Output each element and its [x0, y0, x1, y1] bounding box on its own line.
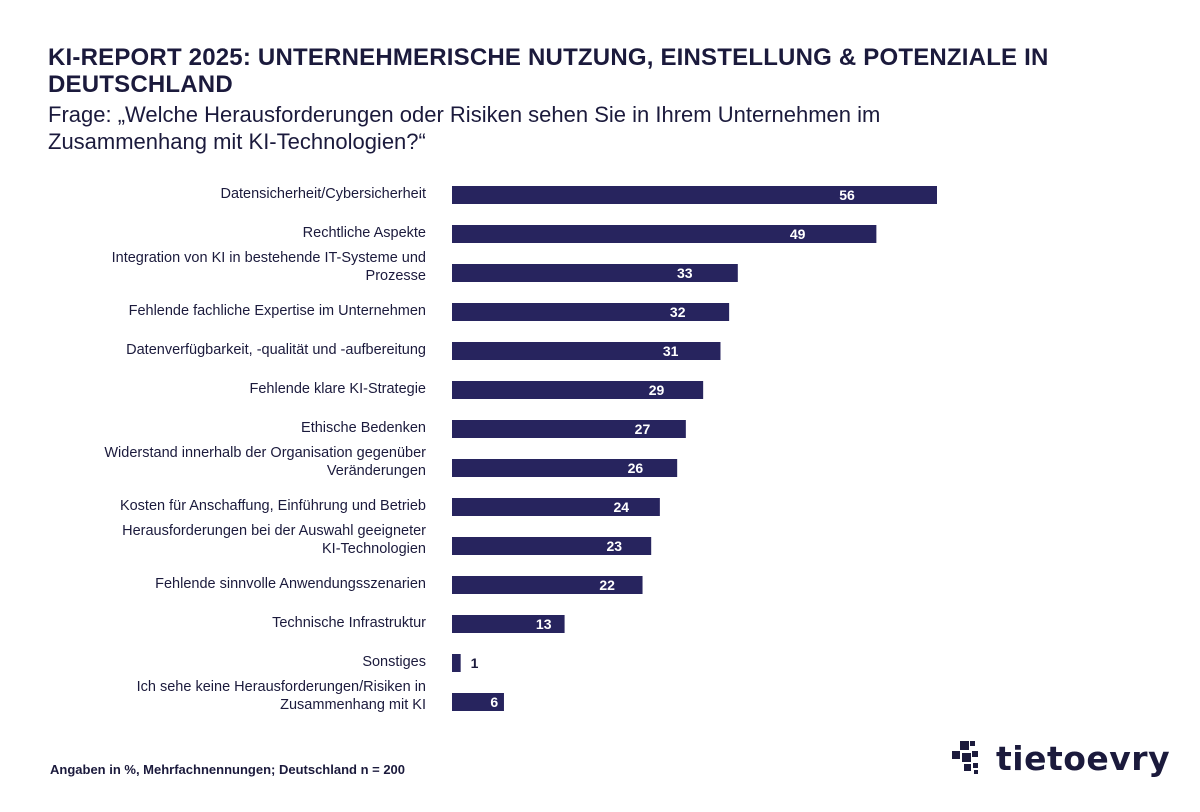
bar [452, 186, 937, 204]
category-label: Ethische Bedenken [301, 420, 426, 436]
value-label: 13 [536, 616, 552, 632]
bar [452, 459, 678, 477]
category-label: Kosten für Anschaffung, Einführung und B… [120, 498, 426, 514]
chart-subtitle: Frage: „Welche Herausforderungen oder Ri… [48, 102, 881, 154]
category-label: Integration von KI in bestehende IT-Syst… [112, 250, 426, 284]
category-label: Fehlende sinnvolle Anwendungsszenarien [155, 576, 426, 592]
value-label: 32 [670, 304, 686, 320]
footnote: Angaben in %, Mehrfachnennungen; Deutsch… [50, 762, 406, 777]
bar-chart: Datensicherheit/Cybersicherheit 56 Rechtli… [104, 186, 937, 713]
value-label: 26 [628, 460, 644, 476]
brand-logo: tietoevry [950, 738, 1170, 778]
category-label: Fehlende fachliche Expertise im Unterneh… [129, 303, 426, 319]
bar [452, 537, 652, 555]
value-label: 33 [677, 265, 693, 281]
value-label: 49 [790, 226, 806, 242]
chart-title: KI-REPORT 2025: UNTERNEHMERISCHE NUTZUNG… [48, 44, 1049, 98]
bar [452, 498, 660, 516]
bar [452, 615, 565, 633]
value-label: 1 [471, 655, 479, 671]
tietoevry-pixel-logo-icon [952, 741, 978, 774]
category-label: Datensicherheit/Cybersicherheit [220, 186, 426, 202]
bar [452, 576, 643, 594]
bar [452, 654, 461, 672]
logo-wordmark: tietoevry [996, 738, 1171, 778]
bar [452, 264, 738, 282]
value-label: 56 [839, 187, 855, 203]
bar [452, 693, 504, 711]
category-label: Sonstiges [362, 654, 426, 670]
bar [452, 303, 730, 321]
value-label: 24 [613, 499, 629, 515]
bar [452, 420, 686, 438]
value-label: 23 [606, 538, 622, 554]
value-label: 6 [490, 694, 498, 710]
category-label: Herausforderungen bei der Auswahl geeign… [122, 523, 426, 557]
category-label: Datenverfügbarkeit, -qualität und -aufbe… [126, 342, 426, 358]
category-label: Fehlende klare KI-Strategie [249, 381, 426, 397]
category-label: Ich sehe keine Herausforderungen/Risiken… [137, 679, 426, 713]
value-label: 27 [635, 421, 651, 437]
bar [452, 381, 704, 399]
value-label: 22 [599, 577, 615, 593]
value-label: 29 [649, 382, 665, 398]
category-label: Rechtliche Aspekte [303, 225, 426, 241]
bar [452, 342, 721, 360]
category-label: Widerstand innerhalb der Organisation ge… [104, 445, 426, 479]
value-label: 31 [663, 343, 679, 359]
bar [452, 225, 877, 243]
category-label: Technische Infrastruktur [272, 615, 426, 631]
